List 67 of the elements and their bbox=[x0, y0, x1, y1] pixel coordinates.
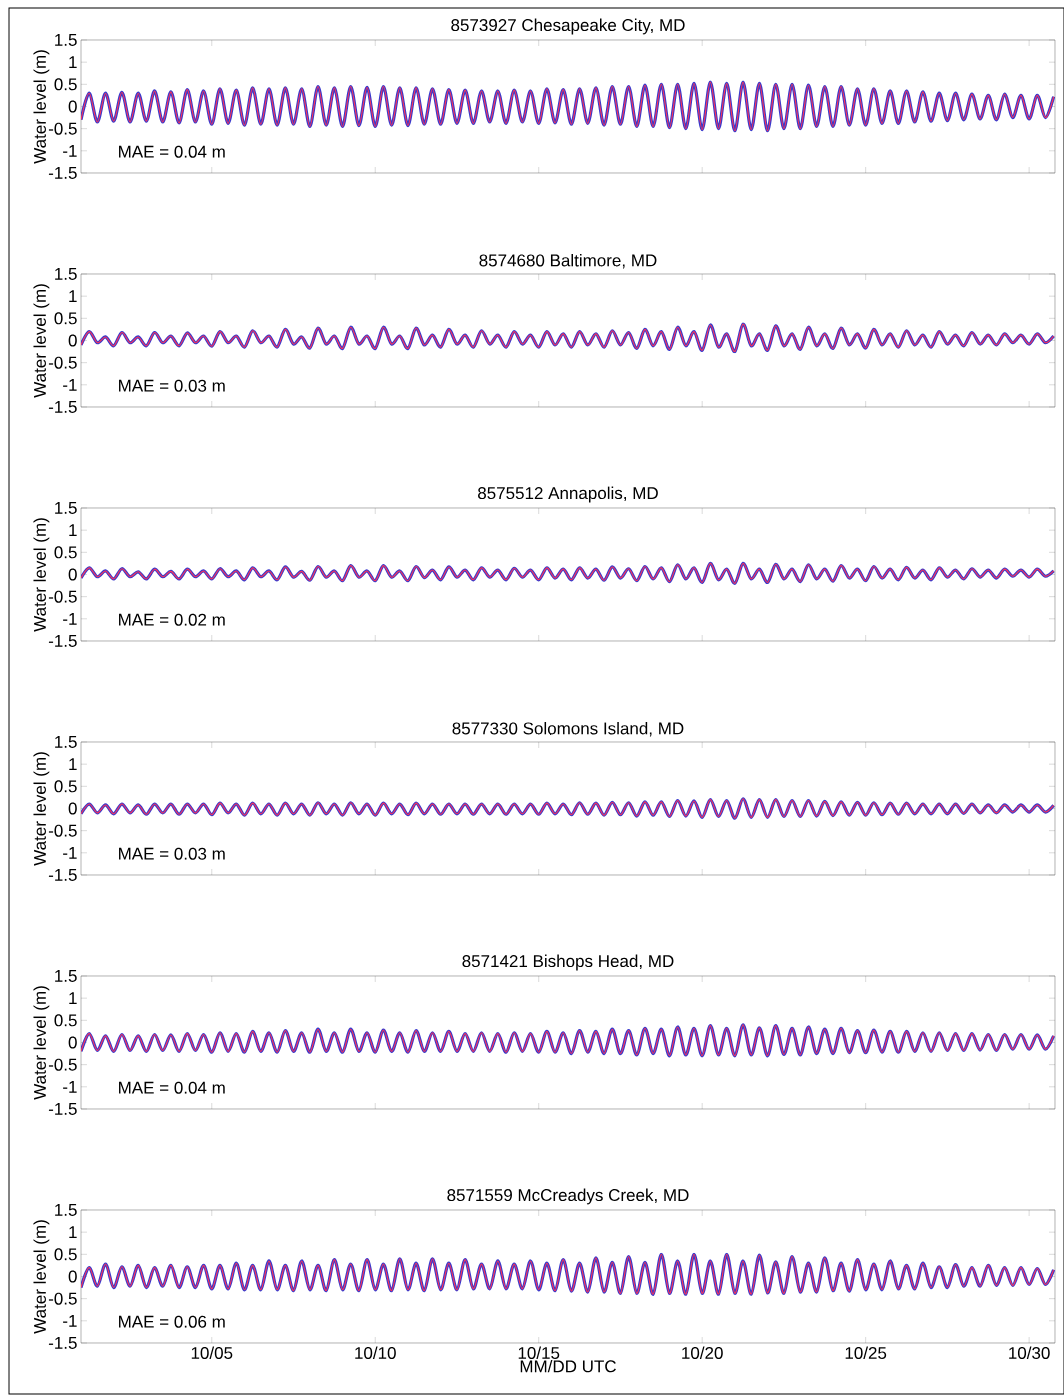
y-tick-label: -1.5 bbox=[48, 1103, 77, 1115]
annotation: MAE = 0.02 m bbox=[118, 613, 225, 626]
y-tick-label: -1 bbox=[62, 612, 77, 625]
y-tick-label: -0.5 bbox=[48, 824, 77, 837]
y-tick-label: -0.5 bbox=[48, 590, 77, 603]
y-tick-label: -0.5 bbox=[48, 1058, 77, 1071]
x-tick-label: 10/15 bbox=[518, 1346, 560, 1360]
y-tick-label: 1.5 bbox=[54, 970, 77, 982]
y-tick-label: 0.5 bbox=[54, 1014, 77, 1027]
y-tick-label: -1 bbox=[62, 1314, 77, 1327]
y-tick-label: 1.5 bbox=[54, 502, 77, 514]
y-tick-label: 0 bbox=[68, 1036, 77, 1049]
chart-title: 8571421 Bishops Head, MD bbox=[462, 954, 674, 971]
y-tick-label: 1 bbox=[69, 992, 77, 1005]
annotation: MAE = 0.04 m bbox=[118, 1081, 225, 1094]
annotation: MAE = 0.06 m bbox=[118, 1315, 225, 1328]
y-tick-label: -1 bbox=[62, 846, 77, 859]
y-tick-label: 0.5 bbox=[54, 312, 77, 325]
y-tick-label: 1.5 bbox=[54, 1204, 77, 1216]
y-tick-label: 0 bbox=[68, 802, 77, 815]
y-tick-label: -1.5 bbox=[48, 167, 77, 179]
y-tick-label: 0.5 bbox=[54, 546, 77, 559]
y-tick-label: -0.5 bbox=[48, 1292, 77, 1305]
y-tick-label: 0.5 bbox=[54, 1248, 77, 1261]
y-tick-label: -1 bbox=[62, 378, 77, 391]
chart-title: 8574680 Baltimore, MD bbox=[479, 253, 657, 269]
x-tick-label: 10/25 bbox=[845, 1346, 886, 1360]
x-tick-label: 10/30 bbox=[1008, 1346, 1050, 1360]
y-tick-label: 1 bbox=[69, 758, 77, 771]
y-axis-title: Water level (m) bbox=[33, 284, 50, 398]
x-tick-label: 10/05 bbox=[191, 1346, 233, 1360]
y-tick-label: -0.5 bbox=[48, 122, 77, 135]
y-tick-label: -1 bbox=[62, 144, 77, 157]
y-tick-label: 0 bbox=[68, 568, 77, 581]
y-tick-label: 1.5 bbox=[54, 34, 77, 46]
x-axis-title: MM/DD UTC bbox=[520, 1359, 616, 1373]
y-tick-label: 1 bbox=[69, 56, 77, 68]
y-tick-label: -0.5 bbox=[48, 356, 77, 369]
chart-title: 8575512 Annapolis, MD bbox=[477, 486, 658, 503]
y-tick-label: -1.5 bbox=[48, 1337, 77, 1349]
y-tick-label: 0 bbox=[68, 334, 77, 347]
y-tick-label: 1.5 bbox=[54, 268, 77, 280]
y-tick-label: -1 bbox=[62, 1080, 77, 1093]
y-tick-label: 0.5 bbox=[54, 78, 77, 91]
y-axis-title: Water level (m) bbox=[33, 1220, 50, 1334]
y-axis-title: Water level (m) bbox=[33, 518, 50, 632]
annotation: MAE = 0.03 m bbox=[118, 847, 225, 860]
chart-title: 8577330 Solomons Island, MD bbox=[452, 721, 684, 737]
y-tick-label: 1 bbox=[69, 1226, 77, 1239]
y-tick-label: -1.5 bbox=[48, 869, 77, 881]
x-tick-label: 10/10 bbox=[355, 1346, 396, 1360]
y-tick-label: 0 bbox=[68, 1270, 77, 1283]
y-tick-label: 0 bbox=[68, 100, 77, 113]
y-tick-label: -1.5 bbox=[48, 401, 77, 413]
chart-title: 8571559 McCreadys Creek, MD bbox=[447, 1188, 689, 1205]
y-tick-label: 0.5 bbox=[54, 780, 77, 793]
y-tick-label: 1 bbox=[69, 524, 77, 537]
x-tick-label: 10/20 bbox=[681, 1346, 723, 1360]
y-axis-title: Water level (m) bbox=[33, 986, 50, 1100]
y-axis-title: Water level (m) bbox=[33, 752, 50, 866]
annotation: MAE = 0.03 m bbox=[118, 379, 225, 392]
y-axis-title: Water level (m) bbox=[33, 50, 50, 164]
chart-title: 8573927 Chesapeake City, MD bbox=[451, 18, 685, 35]
annotation: MAE = 0.04 m bbox=[118, 145, 225, 158]
y-tick-label: 1.5 bbox=[54, 736, 77, 748]
y-tick-label: 1 bbox=[69, 290, 77, 303]
y-tick-label: -1.5 bbox=[48, 635, 77, 647]
